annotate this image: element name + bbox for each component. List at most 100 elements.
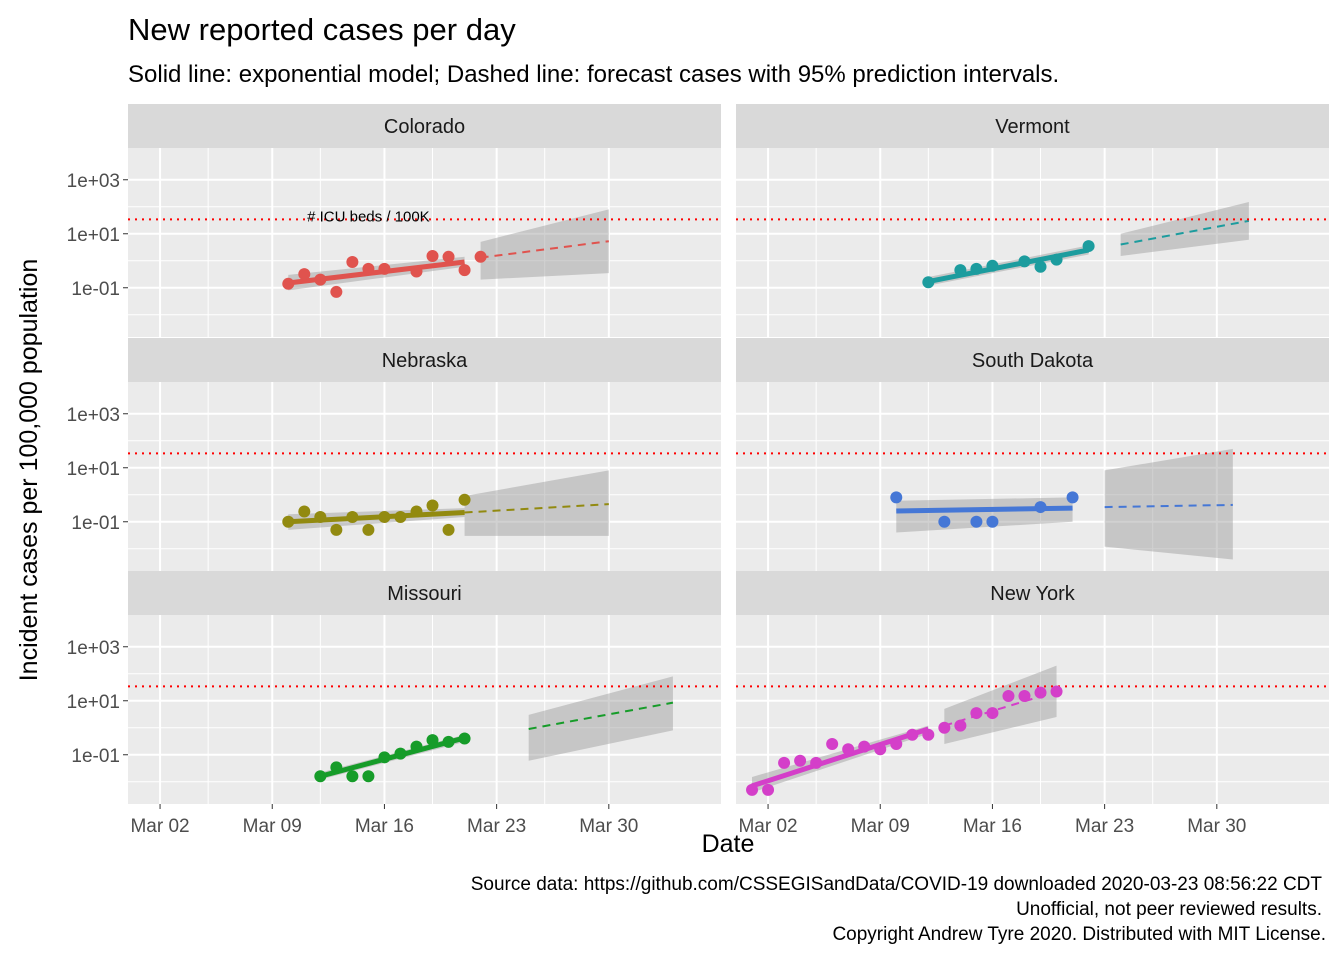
x-tick-label: Mar 30 [579, 816, 638, 837]
facet-strip-label: Nebraska [382, 350, 468, 372]
data-point [906, 728, 919, 741]
data-point [442, 735, 455, 748]
facet-strip [736, 338, 1329, 382]
data-point [378, 751, 391, 764]
data-point [954, 264, 967, 277]
data-point [1034, 501, 1047, 514]
data-point [314, 511, 327, 523]
y-tick-label: 1e+01 [67, 692, 120, 713]
facet-panel: Vermont [736, 104, 1329, 337]
data-point [970, 707, 983, 720]
data-point [842, 743, 855, 756]
x-tick-label: Mar 09 [851, 816, 910, 837]
data-point [938, 721, 951, 734]
data-point [1066, 491, 1079, 504]
forecast-line [1104, 503, 1233, 509]
facet-panel: Missouri 1e-01 1e+01 1e+03 Mar 02 Mar 09 Mar 1… [67, 571, 721, 837]
facet-panel: Nebraska 1e-01 1e+01 1e+03 [67, 338, 721, 571]
y-tick-label: 1e+03 [67, 638, 120, 659]
data-point [890, 491, 903, 504]
data-point [1002, 690, 1015, 702]
facet-strip [128, 571, 721, 615]
model-fit-line [927, 247, 1090, 284]
data-point [1050, 253, 1063, 266]
x-tick-label: Mar 09 [243, 816, 302, 837]
chart-subtitle: Solid line: exponential model; Dashed li… [128, 61, 1059, 88]
data-point [282, 277, 295, 290]
data-point [938, 515, 951, 528]
y-tick-label: 1e+01 [67, 459, 120, 480]
chart-title: New reported cases per day [128, 12, 516, 47]
forecast-line [944, 690, 1057, 727]
data-point [410, 740, 423, 753]
data-point [362, 262, 375, 275]
y-axis-title: Incident cases per 100,000 population [15, 259, 43, 682]
data-point [922, 276, 935, 289]
data-point [1050, 685, 1063, 698]
data-point [970, 262, 983, 275]
data-point [314, 273, 327, 286]
data-point [922, 728, 935, 741]
caption-disclaimer: Unofficial, not peer reviewed results. [1016, 899, 1322, 920]
data-point [426, 250, 439, 262]
y-tick-label: 1e-01 [71, 279, 120, 300]
panel-background [736, 382, 1329, 571]
data-point [346, 770, 359, 783]
data-point [746, 783, 759, 796]
forecast-prediction-band [944, 665, 1057, 745]
data-point [954, 719, 967, 732]
data-point [458, 732, 471, 745]
data-point [794, 754, 807, 767]
forecast-prediction-band [528, 676, 673, 761]
panel-background [736, 148, 1329, 337]
data-point [890, 738, 903, 751]
data-point [362, 523, 375, 536]
data-point [426, 499, 439, 512]
facet-strip-label: Vermont [995, 116, 1070, 138]
data-point [378, 262, 391, 275]
forecast-line [528, 701, 674, 730]
data-point [970, 515, 983, 528]
facet-strip [736, 104, 1329, 148]
data-point [858, 740, 871, 753]
facet-strip [736, 571, 1329, 615]
forecast-prediction-band [464, 470, 609, 536]
data-point [762, 783, 775, 796]
x-tick-label: Mar 02 [130, 816, 189, 837]
data-point [442, 523, 455, 536]
data-point [474, 250, 487, 263]
caption-source: Source data: https://github.com/CSSEGISa… [471, 874, 1323, 895]
data-point [314, 770, 327, 783]
y-tick-label: 1e+01 [67, 225, 120, 246]
data-point [410, 505, 423, 518]
y-tick-label: 1e-01 [71, 513, 120, 534]
data-point [826, 738, 839, 751]
caption-copyright: Copyright Andrew Tyre 2020. Distributed … [832, 924, 1326, 945]
facet-strip [128, 338, 721, 382]
x-tick-label: Mar 02 [738, 816, 797, 837]
data-point [986, 515, 999, 528]
facet-strip-label: New York [990, 583, 1075, 605]
forecast-prediction-band [480, 209, 609, 280]
y-tick-label: 1e+03 [67, 405, 120, 426]
data-point [346, 511, 359, 523]
facet-strip-label: Missouri [387, 583, 461, 605]
y-tick-label: 1e-01 [71, 746, 120, 767]
data-point [458, 264, 471, 277]
facet-strip-label: South Dakota [972, 350, 1094, 372]
model-fit-line [751, 726, 930, 789]
model-fit-line [319, 735, 466, 779]
data-point [362, 770, 375, 783]
data-point [282, 515, 295, 528]
data-point [442, 250, 455, 263]
y-tick-label: 1e+03 [67, 171, 120, 192]
panel-background [128, 148, 721, 337]
data-point [426, 734, 439, 747]
data-point [1018, 690, 1031, 702]
forecast-line [480, 240, 609, 259]
data-point [778, 756, 791, 769]
data-point [330, 523, 343, 536]
panel-background [128, 382, 721, 571]
facet-strip-label: Colorado [384, 116, 465, 138]
